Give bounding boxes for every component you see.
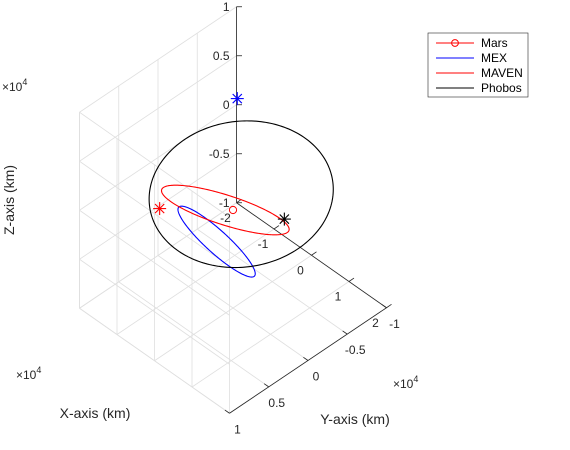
x-axis-multiplier: ×104 xyxy=(16,365,41,382)
y-axis-multiplier: ×104 xyxy=(393,374,418,391)
mex-position-marker xyxy=(230,92,244,106)
y-axis-label: Y-axis (km) xyxy=(320,411,390,427)
tick-mark xyxy=(224,409,230,414)
grid-line xyxy=(79,307,230,414)
grid-line xyxy=(157,255,309,361)
grid-line xyxy=(79,160,230,267)
legend-item-phobos: Phobos xyxy=(436,81,522,95)
y-tick-label: 1 xyxy=(234,422,241,436)
z-axis-label: Z-axis (km) xyxy=(1,165,17,235)
plot-series xyxy=(148,92,334,278)
x-axis-label: X-axis (km) xyxy=(60,405,131,421)
x-tick-label: 2 xyxy=(372,316,379,330)
maven-orbit xyxy=(160,184,290,236)
z-tick-label: 0 xyxy=(223,98,230,112)
tick-mark xyxy=(263,383,269,388)
y-tick-label: 0 xyxy=(313,370,320,384)
z-tick-label: 0.5 xyxy=(213,49,230,63)
mars-marker xyxy=(228,205,238,215)
grid-line xyxy=(118,281,269,388)
y-tick-label: -0.5 xyxy=(345,343,366,357)
legend-label: MAVEN xyxy=(481,66,523,80)
x-tick-label: -2 xyxy=(220,211,231,225)
z-axis-multiplier: ×104 xyxy=(2,77,27,94)
y-tick-label: -1 xyxy=(389,317,400,331)
tick-mark xyxy=(303,356,309,361)
axes-panes xyxy=(79,6,387,414)
legend-item-mars: Mars xyxy=(436,36,508,50)
grid-line xyxy=(197,228,348,335)
legend-item-maven: MAVEN xyxy=(436,66,523,80)
tick-mark xyxy=(386,304,392,309)
legend-item-mex: MEX xyxy=(436,51,507,65)
maven-position-marker xyxy=(153,202,167,216)
legend-label: Mars xyxy=(481,36,508,50)
legend-label: Phobos xyxy=(481,81,522,95)
y-tick-label: 0.5 xyxy=(268,396,285,410)
tick-mark xyxy=(342,330,348,335)
tick-mark xyxy=(311,251,317,256)
phobos-position-marker xyxy=(277,212,291,226)
grid-line xyxy=(79,111,230,218)
legend-marker xyxy=(451,39,459,47)
x-tick-label: 0 xyxy=(297,263,304,277)
phobos-orbit xyxy=(148,120,334,269)
x-tick-label: -1 xyxy=(258,237,269,251)
z-tick-label: -0.5 xyxy=(209,147,230,161)
z-tick-label: 1 xyxy=(223,0,230,14)
x-tick-label: 1 xyxy=(335,290,342,304)
grid-line xyxy=(79,6,237,113)
grid-line xyxy=(79,104,237,211)
grid-line xyxy=(79,258,230,365)
legend-box xyxy=(427,32,529,98)
tick-marks xyxy=(224,6,392,414)
grid-line xyxy=(79,55,237,162)
z-tick-label: -1 xyxy=(219,196,230,210)
tick-mark xyxy=(273,225,280,230)
tick-mark xyxy=(381,304,387,309)
legend-label: MEX xyxy=(481,51,507,65)
grid-line xyxy=(79,209,230,316)
tick-mark xyxy=(348,277,355,282)
